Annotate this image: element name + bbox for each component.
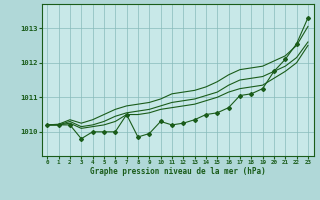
- X-axis label: Graphe pression niveau de la mer (hPa): Graphe pression niveau de la mer (hPa): [90, 167, 266, 176]
